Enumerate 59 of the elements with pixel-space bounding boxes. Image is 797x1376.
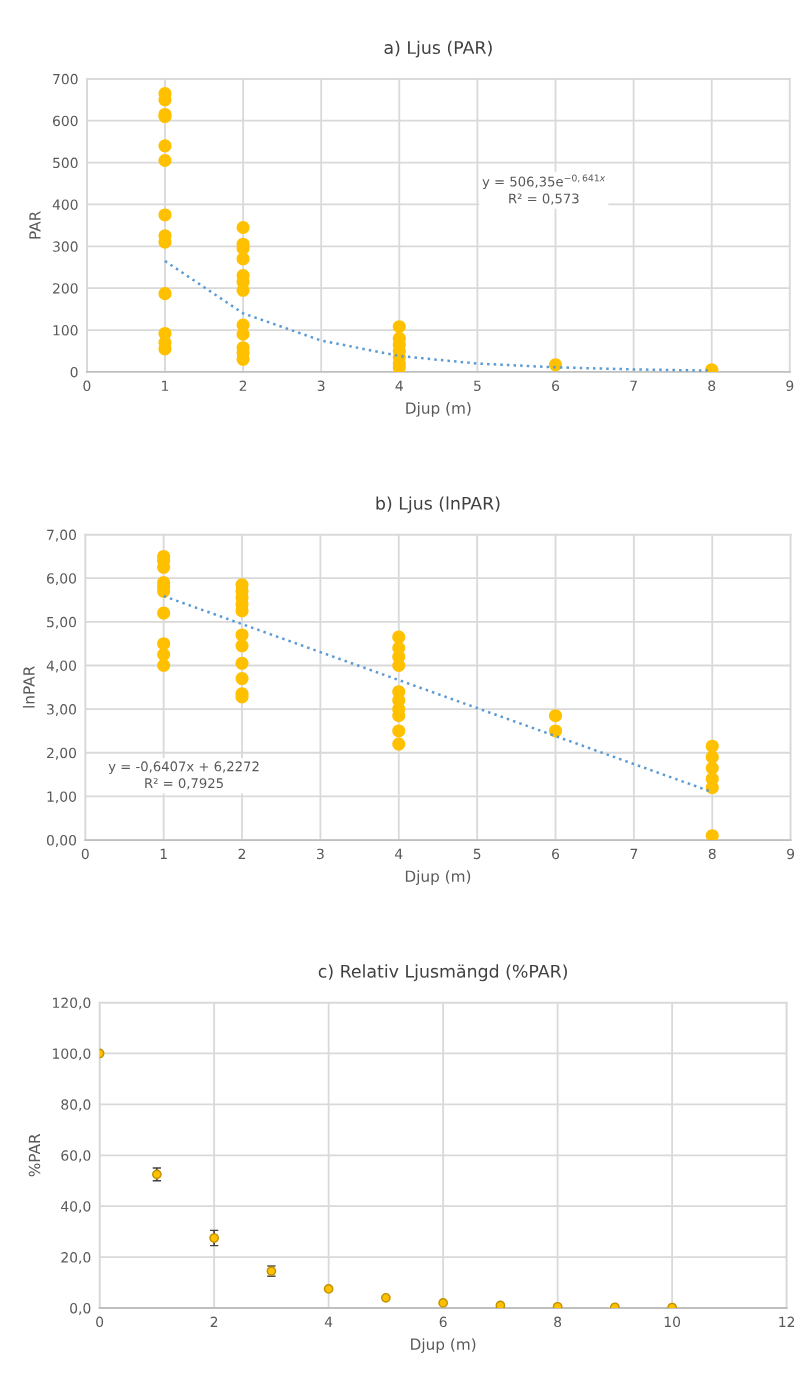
y-tick-label: 700 — [53, 73, 78, 85]
y-tick-label: 0,0 — [70, 1302, 91, 1315]
y-axis-title: PAR — [29, 211, 41, 239]
x-axis-title: Djup (m) — [405, 870, 471, 885]
y-axis-title: %PAR — [28, 1133, 41, 1177]
annotation: y = -0,6407x + 6,2272 R² = 0,7925 — [108, 761, 259, 790]
x-tick-label: 4 — [395, 848, 403, 859]
x-tick-label: 4 — [395, 380, 403, 391]
y-tick-label: 5,00 — [47, 616, 77, 629]
text: y = 506,35e$^{−0,641x}$ R² = 0,573 — [482, 174, 606, 205]
x-tick-label: 10 — [664, 1316, 681, 1328]
x-axis-title: Djup (m) — [411, 1338, 476, 1353]
y-tick-label: 80,0 — [61, 1099, 91, 1112]
x-tick-label: 0 — [96, 1316, 104, 1328]
x-tick-label: 1 — [160, 848, 167, 859]
x-tick-label: 4 — [324, 1316, 333, 1327]
x-tick-label: 5 — [474, 380, 481, 392]
x-tick-label: 2 — [239, 380, 247, 391]
y-tick-label: 200 — [53, 283, 78, 294]
y-tick-label: 3,00 — [47, 704, 77, 717]
x-tick-label: 7 — [630, 380, 637, 391]
y-tick-label: 100,0 — [53, 1048, 91, 1061]
x-tick-label: 6 — [552, 380, 560, 392]
x-tick-label: 2 — [210, 1316, 218, 1327]
x-tick-label: 9 — [786, 380, 794, 392]
x-tick-label: 8 — [708, 380, 716, 392]
y-tick-label: 300 — [53, 241, 78, 252]
x-tick-label: 6 — [439, 1316, 447, 1328]
chart-title: c) Relativ Ljusmängd (%PAR) — [318, 964, 567, 982]
y-axis-title: lnPAR — [22, 666, 35, 708]
y-tick-label: 2,00 — [47, 747, 77, 760]
y-tick-label: 120,0 — [53, 997, 91, 1010]
x-tick-label: 1 — [162, 380, 169, 391]
y-tick-label: 0 — [70, 366, 78, 378]
y-tick-label: 100 — [53, 325, 78, 336]
y-tick-label: 7,00 — [47, 529, 77, 542]
x-tick-label: 8 — [708, 848, 716, 860]
chart-title: a) Ljus (PAR) — [384, 40, 492, 58]
y-tick-label: 4,00 — [46, 660, 77, 673]
x-tick-label: 6 — [552, 848, 560, 860]
x-tick-label: 8 — [554, 1316, 562, 1328]
y-tick-label: 500 — [53, 157, 78, 169]
y-tick-label: 40,0 — [61, 1201, 91, 1214]
y-tick-label: 600 — [53, 115, 78, 127]
x-tick-label: 9 — [787, 848, 795, 860]
x-tick-label: 3 — [317, 848, 324, 860]
chart-title: b) Ljus (lnPAR) — [376, 496, 500, 514]
x-tick-label: 2 — [238, 848, 246, 859]
x-tick-label: 7 — [630, 848, 638, 859]
y-tick-label: 400 — [52, 199, 78, 210]
y-tick-label: 60,0 — [61, 1150, 91, 1163]
x-tick-label: 5 — [473, 848, 481, 860]
y-tick-label: 1,00 — [47, 791, 77, 804]
y-tick-label: 0,00 — [46, 835, 77, 847]
x-axis-title: Djup (m) — [406, 402, 471, 417]
y-tick-label: 6,00 — [46, 573, 77, 586]
x-tick-label: 3 — [317, 380, 325, 392]
y-tick-label: 20,0 — [61, 1252, 91, 1264]
x-tick-label: 12 — [779, 1316, 795, 1327]
